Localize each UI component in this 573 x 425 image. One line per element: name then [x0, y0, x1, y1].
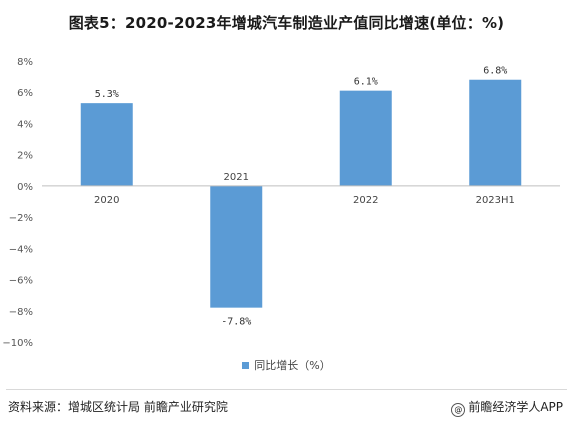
data-label: 5.3%: [95, 89, 119, 100]
y-tick-label: −2%: [9, 213, 33, 224]
at-sign-icon: @: [451, 403, 466, 417]
y-tick-label: 4%: [17, 119, 33, 130]
category-label: 2023H1: [476, 195, 515, 206]
y-tick-label: 2%: [17, 151, 33, 162]
y-tick-label: −6%: [9, 276, 33, 287]
data-label: 6.1%: [354, 77, 378, 88]
footer-brand: @ 前瞻经济学人APP: [451, 398, 563, 417]
data-label: -7.8%: [221, 317, 251, 328]
source-note: 资料来源：增城区统计局 前瞻产业研究院: [8, 400, 228, 414]
category-label: 2020: [94, 195, 119, 206]
y-tick-label: 0%: [17, 182, 33, 193]
category-label: 2021: [224, 172, 249, 183]
data-label: 6.8%: [483, 66, 507, 77]
bar: [469, 79, 522, 186]
y-tick-label: −8%: [9, 307, 33, 318]
legend: 同比增长（%）: [0, 357, 573, 373]
footer-divider: [6, 389, 567, 390]
y-tick-label: −10%: [2, 338, 33, 349]
bar-chart: 8% 6% 4% 2% 0% −2% −4% −6% −8% −10% 5.3% 2020 -7.8% 2…: [2, 57, 560, 349]
y-tick-label: 8%: [17, 57, 33, 68]
chart-title: 图表5：2020-2023年增城汽车制造业产值同比增速(单位：%): [68, 14, 505, 32]
bar: [80, 103, 133, 186]
y-tick-label: 6%: [17, 88, 33, 99]
legend-swatch: [242, 361, 250, 369]
y-tick-label: −4%: [9, 244, 33, 255]
bar: [210, 185, 263, 308]
category-label: 2022: [353, 195, 378, 206]
legend-label: 同比增长（%）: [254, 359, 331, 372]
bar: [339, 90, 392, 186]
footer-brand-label: 前瞻经济学人APP: [468, 400, 563, 414]
